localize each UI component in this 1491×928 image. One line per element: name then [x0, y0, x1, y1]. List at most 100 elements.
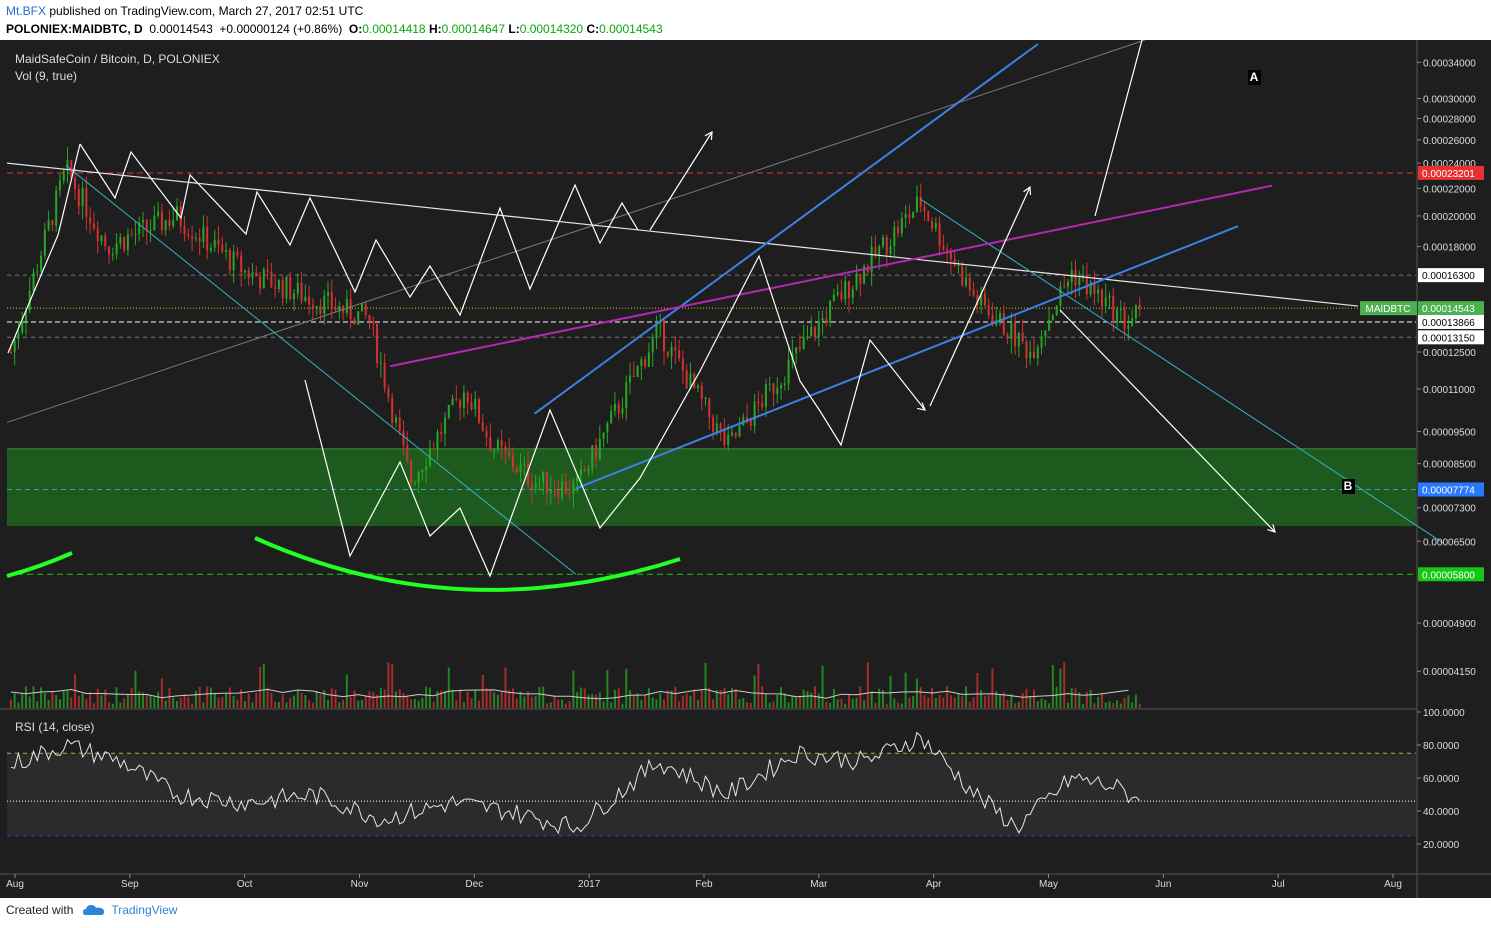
candle-body	[338, 306, 341, 311]
candle-body	[1014, 322, 1017, 347]
candle-body	[217, 239, 220, 245]
label-b-box	[1342, 479, 1355, 494]
zigzag-left-rise	[7, 143, 81, 354]
zigzag-pattern-top	[79, 143, 639, 317]
volume-bar	[866, 662, 869, 708]
candle-body	[919, 196, 922, 207]
volume-bar	[738, 699, 741, 708]
candle-body	[153, 215, 156, 231]
volume-bar	[829, 702, 832, 708]
candle-body	[1112, 295, 1115, 323]
volume-bar	[934, 698, 937, 708]
volume-bar	[436, 691, 439, 708]
candle-body	[66, 160, 69, 171]
volume-bar	[213, 693, 216, 708]
volume-bar	[636, 693, 639, 708]
volume-bar	[666, 690, 669, 708]
candle-body	[730, 432, 733, 435]
volume-bar	[77, 696, 80, 708]
volume-bar	[1048, 703, 1051, 708]
volume-bar	[104, 689, 107, 708]
volume-bar	[21, 693, 24, 708]
candle-body	[946, 249, 949, 251]
volume-bar	[1093, 703, 1096, 708]
volume-bar	[591, 694, 594, 708]
candle-body	[953, 259, 956, 267]
candle-body	[1131, 318, 1134, 326]
volume-bar	[787, 702, 790, 708]
projection-up-arrow-3	[1094, 40, 1143, 217]
close-label: C:	[586, 22, 600, 36]
candle-body	[972, 289, 975, 296]
candle-body	[999, 313, 1002, 321]
candle-body	[670, 346, 673, 356]
candle-body	[881, 237, 884, 247]
candle-body	[123, 237, 126, 251]
volume-bar	[670, 690, 673, 708]
candle-body	[1044, 330, 1047, 337]
author-link[interactable]: Mt.BFX	[6, 4, 47, 18]
volume-bar	[523, 696, 526, 708]
volume-bar	[206, 686, 209, 708]
volume-bar	[130, 687, 133, 708]
candle-body	[704, 397, 707, 399]
tradingview-link[interactable]: TradingView	[111, 903, 178, 917]
volume-bar	[1116, 700, 1119, 708]
candle-body	[462, 392, 465, 408]
candle-body	[527, 463, 530, 485]
open-label: O:	[348, 22, 363, 36]
candle-body	[617, 403, 620, 414]
candle-body	[138, 222, 141, 234]
volume-bar	[92, 703, 95, 708]
arrow-head-1	[704, 130, 713, 141]
volume-bar	[519, 691, 522, 708]
volume-bar	[342, 699, 345, 708]
volume-bar	[655, 699, 658, 708]
volume-bar	[742, 697, 745, 708]
candle-body	[613, 403, 616, 412]
volume-bar	[632, 695, 635, 708]
candle-body	[674, 346, 677, 351]
volume-bar	[24, 686, 27, 708]
volume-bar	[504, 667, 507, 708]
candle-body	[636, 365, 639, 377]
volume-bar	[179, 698, 182, 708]
volume-bar	[315, 690, 318, 708]
volume-bar	[613, 689, 616, 708]
low-value: 0.00014320	[519, 22, 584, 36]
volume-bar	[391, 664, 394, 708]
candle-body	[221, 244, 224, 252]
price-label: 0.00007774	[1422, 485, 1475, 496]
price-tick-label: 0.00028000	[1423, 115, 1476, 126]
price-label-bg	[1418, 482, 1484, 497]
arrow-head-4	[917, 402, 926, 411]
candle-body	[164, 220, 167, 231]
candle-body	[436, 432, 439, 449]
volume-bar	[949, 695, 952, 708]
volume-bar	[489, 689, 492, 708]
volume-bar	[810, 692, 813, 708]
chart-canvas[interactable]: A B MAIDBTC 0.00034000 0.00030000 0.00028000 0…	[0, 40, 1491, 898]
footer: Created with TradingView	[6, 903, 177, 917]
volume-bar	[13, 693, 16, 708]
candle-body	[553, 489, 556, 491]
candle-body	[576, 475, 579, 483]
volume-bar	[768, 702, 771, 708]
volume-bar	[481, 674, 484, 708]
green-curve-left	[6, 551, 73, 578]
candle-body	[949, 250, 952, 260]
candle-body	[111, 254, 114, 256]
candle-body	[534, 483, 537, 490]
candle-body	[878, 246, 881, 256]
volume-bar	[1017, 701, 1020, 708]
candle-body	[689, 373, 692, 389]
price-label: 0.00014543	[1422, 304, 1475, 315]
candle-body	[1066, 282, 1069, 287]
volume-bar	[625, 668, 628, 708]
volume-bar	[47, 699, 50, 708]
volume-bar	[953, 697, 956, 708]
volume-bar	[897, 702, 900, 708]
chart-area[interactable]: A B MAIDBTC 0.00034000 0.00030000 0.00028000 0…	[0, 40, 1491, 898]
volume-bar	[836, 699, 839, 708]
candle-body	[780, 384, 783, 389]
